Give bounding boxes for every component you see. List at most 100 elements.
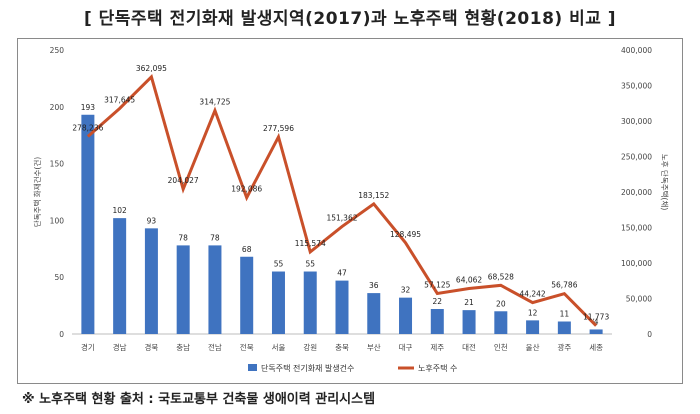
- x-axis-category-label: 부산: [367, 342, 381, 352]
- bar-data-label: 11: [560, 310, 570, 319]
- line-data-label: 68,528: [488, 272, 514, 281]
- x-axis-category-label: 광주: [557, 342, 571, 352]
- x-axis-category-label: 대전: [462, 342, 476, 352]
- bar-data-label: 22: [433, 297, 443, 306]
- line-data-label: 115,574: [295, 239, 326, 248]
- left-axis-tick-label: 50: [54, 273, 64, 282]
- x-axis-category-label: 서울: [272, 343, 286, 352]
- bar: [462, 310, 476, 334]
- bar-data-label: 36: [369, 281, 379, 290]
- left-axis-tick-label: 200: [50, 103, 65, 112]
- bar-data-label: 55: [305, 260, 315, 269]
- line-data-label: 278,236: [72, 123, 103, 132]
- left-axis-tick-label: 0: [59, 330, 64, 339]
- bar-data-label: 12: [528, 308, 538, 317]
- line-data-labels: 278,236 317,645 362,095 204,027 314,725 192,0…: [72, 64, 609, 322]
- right-axis-tick-label: 100,000: [621, 259, 652, 268]
- line-data-label: 192,086: [231, 185, 262, 194]
- x-axis-category-label: 전북: [240, 342, 254, 352]
- right-axis-tick-label: 50,000: [626, 295, 652, 304]
- bar: [144, 228, 158, 334]
- chart-frame: [17, 38, 683, 384]
- line-data-label: 57,125: [424, 280, 450, 289]
- line-data-label: 64,062: [456, 276, 482, 285]
- x-axis-ticks: 경기 경남 경북 충남 전남 전북 서울 강원 충북 부산 대구 제주 대전 인천 울산 광주 세종: [81, 342, 603, 352]
- line-data-label: 277,596: [263, 124, 294, 133]
- line-data-label: 151,362: [326, 214, 357, 223]
- right-axis-tick-label: 0: [647, 330, 652, 339]
- bar-data-label: 68: [242, 245, 252, 254]
- x-axis-category-label: 경남: [113, 342, 127, 352]
- left-axis-title: 단독주택 화재건수(건): [32, 157, 42, 227]
- left-axis-tick-label: 250: [50, 46, 65, 55]
- legend: 단독주택 전기화재 발생건수 노후주택 수: [248, 363, 457, 373]
- bar-data-label: 102: [112, 206, 127, 215]
- line-data-label: 314,725: [199, 98, 230, 107]
- x-axis-category-label: 대구: [399, 343, 413, 352]
- bar: [240, 256, 254, 334]
- x-axis-category-label: 경북: [145, 342, 159, 352]
- right-axis-ticks: 0 50,000 100,000 150,000 200,000 250,000 300,0…: [621, 46, 652, 339]
- bar: [113, 218, 127, 334]
- bar: [176, 245, 190, 334]
- legend-line-label: 노후주택 수: [418, 363, 457, 373]
- line-data-label: 204,027: [168, 176, 199, 185]
- line-series: [86, 74, 598, 327]
- chart-title: [ 단독주택 전기화재 발생지역(2017)과 노후주택 현황(2018) 비교…: [83, 9, 617, 29]
- bar: [81, 114, 95, 334]
- right-axis-tick-label: 200,000: [621, 188, 652, 197]
- bar: [526, 320, 540, 334]
- bar: [430, 309, 444, 334]
- line-data-label: 44,242: [519, 290, 545, 299]
- line-data-label: 56,786: [551, 281, 577, 290]
- x-axis-category-label: 울산: [526, 342, 540, 352]
- bar-data-label: 20: [496, 299, 506, 308]
- bar-data-label: 93: [147, 216, 157, 225]
- legend-bar-swatch: [248, 364, 257, 371]
- x-axis-category-label: 세종: [589, 343, 603, 352]
- bar: [208, 245, 222, 334]
- line-data-label: 128,495: [390, 230, 421, 239]
- source-footnote: ※ 노후주택 현황 출처 : 국토교통부 건축물 생애이력 관리시스템: [22, 392, 376, 407]
- line-data-label: 11,773: [583, 313, 609, 322]
- bar-series: [81, 114, 603, 334]
- bar: [589, 329, 603, 334]
- bar-data-label: 193: [81, 103, 96, 112]
- bar-data-label: 78: [178, 233, 188, 242]
- bar-data-label: 32: [401, 286, 411, 295]
- x-axis-category-label: 충북: [335, 343, 349, 352]
- bar-data-label: 47: [337, 269, 347, 278]
- bar: [557, 321, 571, 334]
- left-axis-tick-label: 150: [50, 160, 65, 169]
- bar-data-label: 4: [594, 317, 599, 326]
- bar: [335, 280, 349, 334]
- line-data-label: 362,095: [136, 64, 167, 73]
- right-axis-tick-label: 300,000: [621, 117, 652, 126]
- x-axis-category-label: 충남: [176, 343, 190, 352]
- bar-data-label: 55: [274, 260, 284, 269]
- bar-data-label: 21: [464, 298, 474, 307]
- x-axis-category-label: 인천: [494, 342, 508, 352]
- legend-bar-label: 단독주택 전기화재 발생건수: [261, 363, 354, 373]
- right-axis-tick-label: 250,000: [621, 153, 652, 162]
- left-axis-ticks: 0 50 100 150 200 250: [50, 46, 65, 339]
- right-axis-tick-label: 150,000: [621, 224, 652, 233]
- bar: [399, 297, 413, 334]
- line-data-label: 183,152: [358, 191, 389, 200]
- bar-data-label: 78: [210, 233, 220, 242]
- line-data-label: 317,645: [104, 95, 135, 104]
- x-axis-category-label: 강원: [303, 342, 317, 352]
- left-axis-tick-label: 100: [50, 216, 65, 225]
- x-axis-category-label: 전남: [208, 342, 222, 352]
- bar: [367, 293, 381, 334]
- right-axis-tick-label: 400,000: [621, 46, 652, 55]
- bar: [271, 271, 285, 334]
- bar: [494, 311, 508, 334]
- right-axis-title: 노후 단독주택(채): [660, 154, 670, 211]
- bar: [303, 271, 317, 334]
- x-axis-category-label: 경기: [81, 342, 95, 352]
- bar-data-labels: 193 102 93 78 78 68 55 55 47 36 32 22 21 20 12 11 4: [81, 103, 599, 327]
- x-axis-category-label: 제주: [430, 343, 444, 352]
- right-axis-tick-label: 350,000: [621, 82, 652, 91]
